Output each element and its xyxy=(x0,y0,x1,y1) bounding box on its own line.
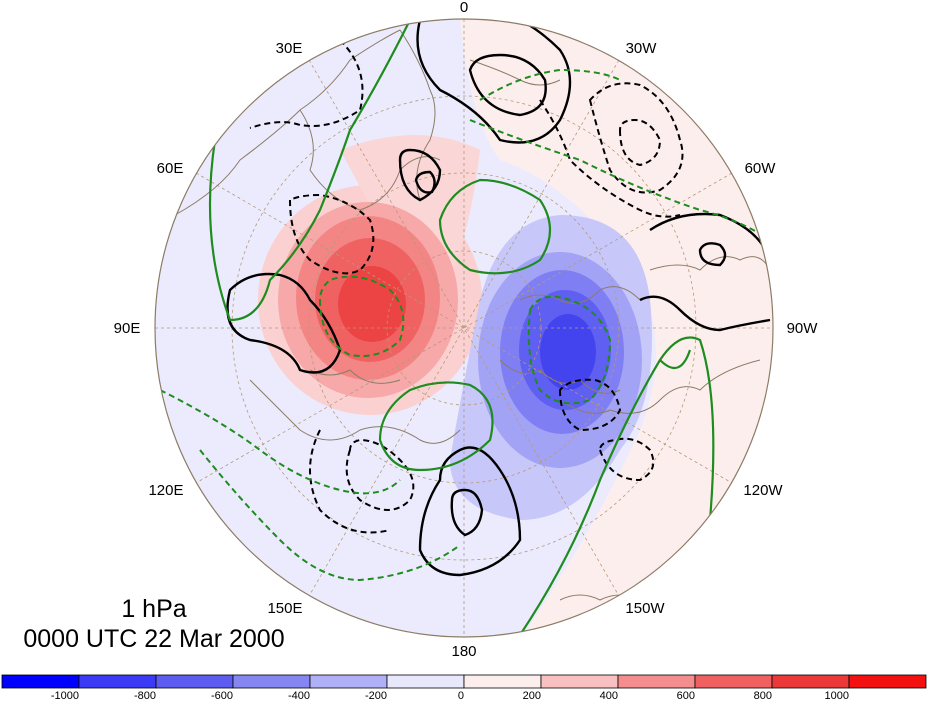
lon-label-90e: 90E xyxy=(114,320,141,337)
lon-label-90w: 90W xyxy=(787,320,819,337)
green-dashed-contours xyxy=(159,68,771,582)
colorbar-tick-label: 200 xyxy=(523,690,541,702)
lon-label-60e: 60E xyxy=(157,160,184,177)
colorbar-tick-label: 0 xyxy=(458,690,464,702)
lon-label-60w: 60W xyxy=(745,160,777,177)
map-disc xyxy=(155,19,773,637)
colorbar-tick-label: 800 xyxy=(754,690,772,702)
level-label: 1 hPa xyxy=(121,595,186,623)
solid-contours xyxy=(226,19,772,577)
lon-label-120w: 120W xyxy=(743,482,783,499)
lon-label-120e: 120E xyxy=(148,482,183,499)
colorbar-tick-label: 600 xyxy=(677,690,695,702)
colorbar-tick-label: -1000 xyxy=(51,690,79,702)
colorbar-swatch xyxy=(386,674,465,689)
dashed-contours xyxy=(249,39,684,534)
positive-region-pale xyxy=(460,20,773,637)
colorbar-swatch xyxy=(771,674,850,689)
colorbar-swatch xyxy=(155,674,234,689)
lon-label-30e: 30E xyxy=(276,40,303,57)
colorbar-swatch xyxy=(1,674,80,689)
lon-label-0: 0 xyxy=(460,0,468,16)
green-contours xyxy=(208,19,715,636)
map-boundary xyxy=(154,18,774,638)
colorbar-swatch xyxy=(540,674,619,689)
coastlines xyxy=(174,29,771,601)
colorbar-tick-label: 400 xyxy=(600,690,618,702)
lon-label-150e: 150E xyxy=(267,600,302,617)
colorbar-swatch xyxy=(309,674,388,689)
colorbar-swatch xyxy=(617,674,696,689)
time-label: 0000 UTC 22 Mar 2000 xyxy=(23,625,284,653)
colorbar-swatch xyxy=(848,674,927,689)
colorbar-tick-label: -600 xyxy=(211,690,233,702)
colorbar-tick-label: -200 xyxy=(365,690,387,702)
colorbar-tick-label: 1000 xyxy=(825,690,849,702)
colorbar-tick-label: -800 xyxy=(134,690,156,702)
colorbar-swatch xyxy=(78,674,157,689)
colorbar-swatch xyxy=(232,674,311,689)
longitude-labels: 0 30W 60W 90W 120W 150W 180 150E 120E 90… xyxy=(114,0,819,660)
lon-label-30w: 30W xyxy=(626,40,658,57)
lon-label-150w: 150W xyxy=(625,600,665,617)
lon-label-180: 180 xyxy=(451,643,476,660)
colorbar-tick-label: -400 xyxy=(288,690,310,702)
positive-anomaly xyxy=(258,135,482,415)
colorbar-swatch xyxy=(463,674,542,689)
colorbar: -1000 -800 -600 -400 -200 0 200 400 600 800 1000 xyxy=(1,674,927,702)
colorbar-swatch xyxy=(694,674,773,689)
